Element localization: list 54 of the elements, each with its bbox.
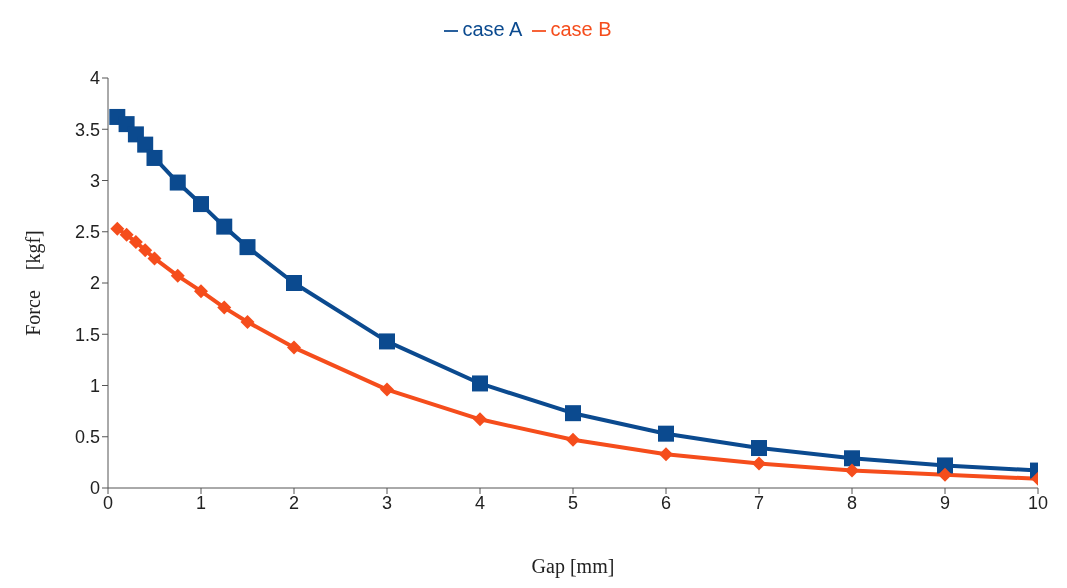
point [194,284,208,299]
y-tick-label: 1.5 [74,324,100,345]
y-tick-label: 4 [89,68,100,89]
x-tick-label: 3 [381,492,393,513]
point [472,375,488,392]
point [217,300,232,315]
y-tick-label: 2 [89,273,100,294]
point [119,227,134,242]
y-tick-label: 0.5 [74,427,100,448]
point [752,456,766,471]
point [193,196,209,213]
point [566,432,580,447]
point [658,425,674,442]
point [565,405,581,422]
x-axis-title: Gap [mm] [531,555,615,578]
point [110,221,125,236]
x-tick-label: 10 [1027,492,1049,513]
y-tick-label: 3.5 [74,119,100,140]
point [286,275,302,291]
x-tick-label: 5 [567,492,579,513]
y-tick-label: 0 [89,478,100,499]
point [844,450,860,467]
x-tick-label: 1 [195,492,207,513]
point [240,314,255,329]
point [147,251,162,266]
point [659,447,673,462]
x-tick-label: 6 [660,492,672,513]
point [379,333,395,350]
point [216,218,233,235]
point [170,268,185,283]
y-axis-title: Force [kgf] [22,230,46,336]
y-tick-label: 1 [89,375,100,396]
legend-label: case B [550,18,612,40]
point [380,382,394,397]
point [287,340,301,355]
point [473,412,487,427]
x-tick-label: 7 [753,492,765,513]
point [128,235,143,249]
y-tick-label: 3 [89,170,100,191]
point [138,243,153,258]
x-tick-label: 9 [939,492,951,513]
point [845,463,859,478]
point [239,239,256,256]
point [751,440,767,457]
x-tick-label: 0 [102,492,114,513]
point [146,149,163,166]
legend-label: case A [462,18,523,40]
point [938,467,952,482]
y-tick-label: 2.5 [74,222,100,243]
point [169,174,186,191]
x-tick-label: 4 [474,492,486,513]
x-tick-label: 8 [846,492,858,513]
x-tick-label: 2 [288,492,300,513]
point [137,136,154,153]
